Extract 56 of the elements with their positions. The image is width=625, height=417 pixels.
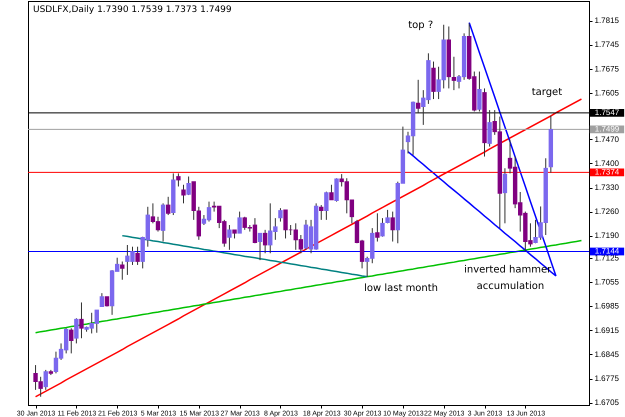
candlestick (431, 61, 436, 100)
candlestick (79, 302, 84, 339)
ref-line-label: 1.7547 (594, 108, 620, 117)
line-series (122, 234, 368, 278)
candlestick (120, 261, 124, 280)
candlestick (227, 224, 232, 250)
candlestick (487, 110, 492, 148)
candlestick (452, 56, 456, 91)
y-tick-label: 1.7815 (594, 16, 620, 26)
y-tick-label: 1.7190 (594, 231, 620, 240)
y-tick-label: 1.6705 (594, 398, 620, 408)
y-tick-label: 1.7470 (594, 134, 620, 144)
candlestick (319, 204, 324, 220)
y-tick-label: 1.6845 (594, 350, 620, 359)
candlestick (416, 79, 420, 114)
y-tick-label: 1.7055 (594, 278, 620, 287)
y-tick-label: 1.7125 (594, 254, 620, 263)
y-tick-label: 1.6985 (594, 302, 620, 311)
candlestick (262, 229, 268, 254)
y-tick-label: 1.7260 (594, 207, 620, 216)
annotation: top ? (408, 20, 434, 32)
y-tick-label: 1.7605 (594, 88, 620, 98)
candlestick (74, 318, 79, 344)
candlestick (44, 369, 48, 390)
annotation: low last month (364, 282, 438, 294)
candlestick (186, 176, 191, 196)
ref-line-label: 1.7374 (594, 167, 620, 176)
y-tick-label: 1.7675 (594, 64, 620, 74)
candlestick (334, 178, 339, 202)
y-tick-label: 1.6775 (594, 374, 620, 384)
candlestick (390, 211, 395, 242)
candlestick (176, 172, 181, 187)
annotation: target (532, 86, 562, 98)
candlestick (100, 292, 104, 308)
y-tick-label: 1.6915 (594, 326, 620, 335)
y-tick-label: 1.7330 (594, 183, 620, 192)
candlestick (258, 232, 262, 261)
chart-title: USDLFX,Daily 1.7390 1.7539 1.7373 1.7499 (33, 5, 232, 15)
candlestick (237, 211, 242, 234)
candlestick (385, 209, 390, 224)
candlestick (324, 191, 329, 220)
ref-line-label: 1.7499 (594, 124, 620, 134)
y-tick-label: 1.7400 (594, 158, 620, 168)
annotation: accumulation (476, 281, 544, 292)
candlestick (375, 212, 380, 242)
candlestick (135, 246, 140, 266)
candlestick (380, 218, 385, 238)
candlestick (477, 71, 482, 112)
candlestick (69, 328, 74, 354)
candlestick (502, 168, 508, 224)
ref-line-label: 1.7144 (594, 246, 620, 256)
candlestick (181, 184, 186, 204)
candlestick (329, 184, 334, 200)
y-tick-label: 1.7745 (594, 40, 620, 50)
candlestick (166, 196, 170, 216)
candlestick (278, 208, 283, 222)
